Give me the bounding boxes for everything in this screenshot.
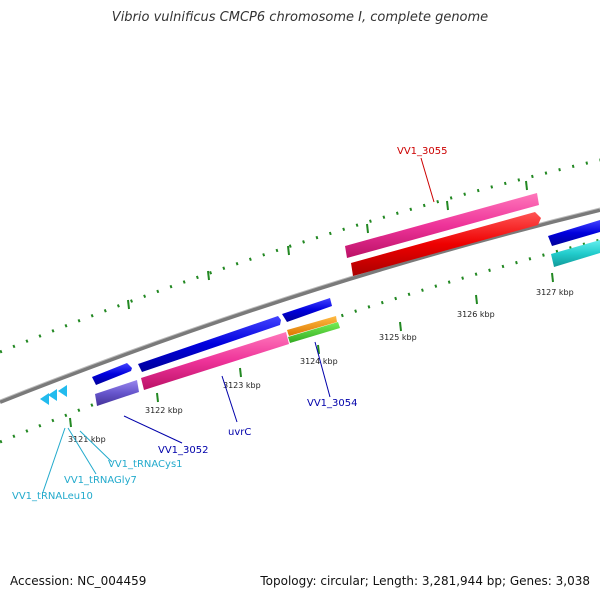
gene-vv1-3054-feature[interactable] <box>282 298 332 322</box>
kbp-label: 3122 kbp <box>145 406 183 415</box>
label-vv1-trnagly7[interactable]: VV1_tRNAGly7 <box>64 475 137 486</box>
cds-purple-bar[interactable] <box>95 380 139 406</box>
cds-green-bar[interactable] <box>288 322 340 343</box>
label-vv1-trnacys1[interactable]: VV1_tRNACys1 <box>108 459 183 470</box>
trna-features <box>40 385 67 405</box>
chromosome-backbone <box>0 208 600 404</box>
gene-vv1-3052-feature[interactable] <box>92 363 132 385</box>
kbp-label: 3125 kbp <box>379 333 417 342</box>
kbp-labels: 3121 kbp 3122 kbp 3123 kbp 3124 kbp 3125… <box>68 288 574 444</box>
kbp-label: 3121 kbp <box>68 435 106 444</box>
cds-orange-bar[interactable] <box>287 316 337 336</box>
kbp-label: 3126 kbp <box>457 310 495 319</box>
trna-leu10-feature[interactable] <box>40 393 49 405</box>
label-vv1-3054[interactable]: VV1_3054 <box>307 398 358 409</box>
gene-vv1-3055-feature[interactable] <box>351 212 541 276</box>
gene-labels: VV1_3055 VV1_3054 uvrC VV1_3052 VV1_tRNA… <box>12 146 448 502</box>
gene-blue-right-feature[interactable] <box>548 220 600 246</box>
cds-cyan-bar[interactable] <box>551 240 600 267</box>
label-uvrc[interactable]: uvrC <box>228 427 251 438</box>
map-title: Vibrio vulnificus CMCP6 chromosome I, co… <box>111 10 489 25</box>
genome-stats-label: Topology: circular; Length: 3,281,944 bp… <box>260 574 590 588</box>
accession-label: Accession: NC_004459 <box>10 574 147 588</box>
label-vv1-trnaleu10[interactable]: VV1_tRNALeu10 <box>12 491 93 502</box>
gene-uvrc-feature[interactable] <box>138 316 281 372</box>
outer-tick-ring <box>0 158 600 354</box>
label-vv1-3052[interactable]: VV1_3052 <box>158 445 209 456</box>
cds-pink-upper-bar[interactable] <box>345 193 539 258</box>
cds-pink-bar[interactable] <box>141 332 289 390</box>
kbp-label: 3124 kbp <box>300 357 338 366</box>
kbp-label: 3123 kbp <box>223 381 261 390</box>
leader-lines <box>42 157 435 493</box>
trna-cys1-feature[interactable] <box>58 385 67 397</box>
major-ticks <box>69 180 554 428</box>
trna-gly7-feature[interactable] <box>48 389 57 401</box>
label-vv1-3055[interactable]: VV1_3055 <box>397 146 448 157</box>
inner-tick-ring <box>0 238 600 444</box>
kbp-label: 3127 kbp <box>536 288 574 297</box>
